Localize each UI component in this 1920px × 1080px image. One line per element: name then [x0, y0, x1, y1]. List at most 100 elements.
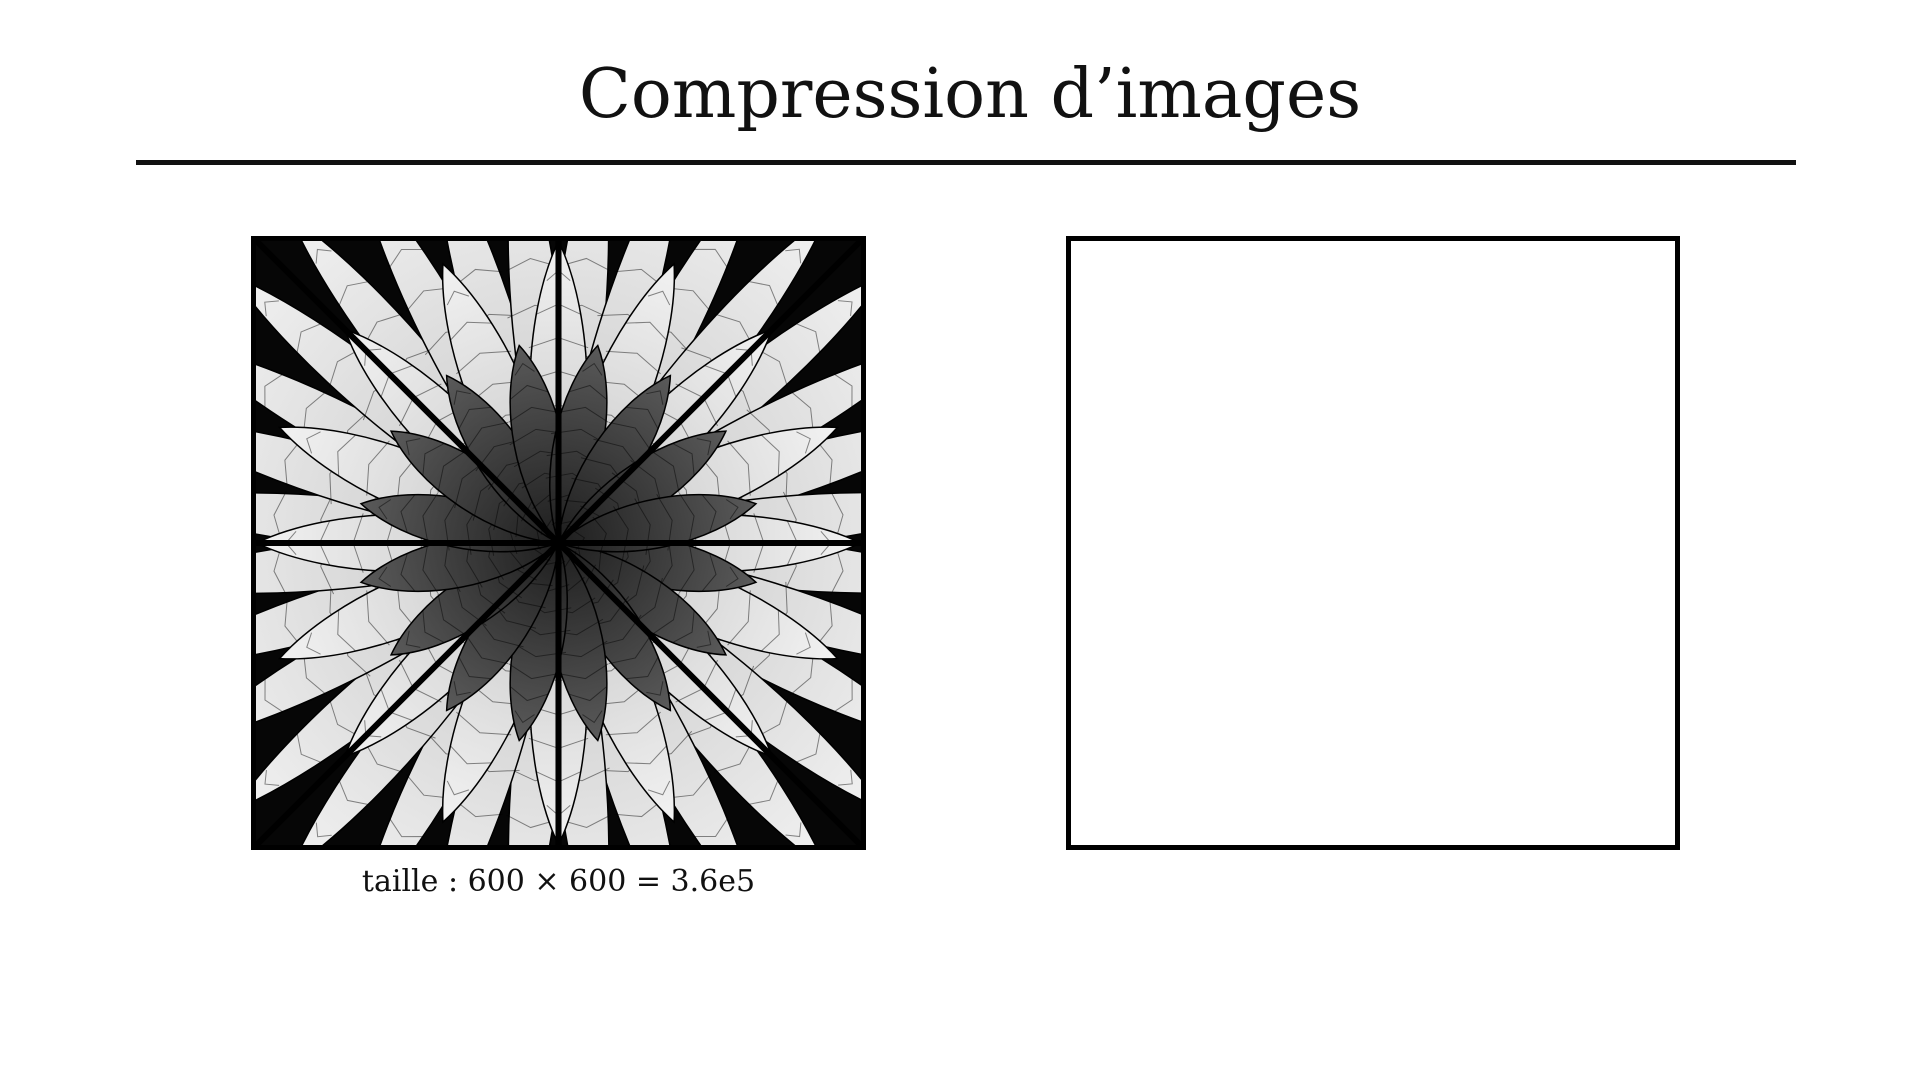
leaf-vein: [558, 406, 609, 423]
leaf-vein: [761, 610, 780, 652]
leaf-vein: [795, 323, 821, 353]
leaf-vein: [789, 650, 815, 696]
leaf-vein: [338, 281, 369, 306]
leaf-vein: [446, 780, 470, 796]
leaf-vein: [789, 390, 815, 436]
leaf-vein: [264, 300, 279, 317]
leaf-vein: [694, 248, 728, 268]
leaf-vein: [650, 450, 680, 493]
leaf-vein: [696, 438, 712, 456]
leaf-vein: [456, 711, 512, 736]
leaf-vein: [422, 543, 439, 593]
leaf-vein: [582, 710, 603, 724]
leaf-vein: [422, 443, 444, 475]
leaf-vein: [558, 663, 609, 680]
leaf-vein: [264, 678, 283, 713]
leaf-vein: [405, 630, 421, 648]
leaf-vein: [725, 566, 739, 587]
leaf-vein: [694, 818, 728, 838]
leaf-vein: [405, 438, 421, 456]
leaf-vein: [608, 421, 652, 451]
leaf-vein: [650, 593, 680, 636]
leaf-vein: [830, 490, 844, 542]
leaf-vein: [450, 321, 492, 341]
leaf-vein: [389, 248, 423, 268]
leaf-vein: [696, 630, 712, 648]
leaf-vein: [465, 421, 509, 451]
leaf-vein: [569, 384, 607, 400]
leaf-vein: [506, 257, 557, 272]
leaf-vein: [264, 769, 280, 786]
leaf-vein: [514, 710, 535, 724]
leaf-vein: [748, 281, 779, 306]
leaf-vein: [328, 698, 362, 738]
leaf-vein: [306, 431, 321, 454]
leaf-vein: [284, 599, 303, 648]
leaf-vein: [796, 733, 821, 763]
leaf-vein: [337, 610, 356, 652]
fractal-picture: [256, 241, 861, 845]
leaf-vein: [363, 740, 404, 773]
leaf-vein: [456, 350, 512, 375]
leaf-vein: [422, 611, 444, 643]
leaf-vein: [306, 632, 321, 655]
leaf-vein: [273, 544, 287, 596]
leaf-vein: [458, 406, 491, 429]
spoke-line: [556, 540, 861, 845]
leaf-vein: [666, 287, 712, 312]
inner-leaf: [556, 493, 758, 553]
leaf-vein: [613, 506, 629, 556]
leaf-vein: [725, 499, 739, 520]
leaf-vein: [458, 657, 491, 680]
leaf-vein: [302, 390, 328, 436]
leaf-vein: [453, 268, 503, 287]
leaf-vein: [713, 313, 754, 346]
leaf-vein: [605, 711, 661, 736]
leaf-vein: [400, 494, 415, 533]
leaf-vein: [702, 494, 717, 533]
leaf-vein: [569, 686, 607, 702]
leaf-vein: [727, 590, 751, 646]
original-fractal-image: [251, 236, 866, 850]
leaf-vein: [838, 769, 853, 786]
leaf-vein: [366, 590, 390, 646]
leaf-vein: [830, 544, 844, 596]
spoke-line: [256, 540, 561, 845]
leaf-vein: [678, 543, 695, 593]
leaf-vein: [702, 553, 717, 592]
slide-title: Compression d’images: [578, 55, 1362, 134]
leaf-vein: [366, 440, 390, 496]
leaf-vein: [454, 799, 503, 818]
leaf-vein: [446, 290, 470, 306]
leaf-vein: [796, 431, 811, 454]
leaf-vein: [437, 450, 467, 493]
leaf-vein: [296, 733, 322, 763]
image-size-caption: taille : 600 × 600 = 3.6e5: [361, 864, 756, 899]
leaf-vein: [673, 611, 695, 643]
leaf-vein: [834, 373, 853, 408]
leaf-vein: [363, 313, 404, 347]
leaf-vein: [514, 362, 535, 376]
leaf-vein: [755, 698, 789, 738]
leaf-vein: [378, 566, 392, 587]
leaf-vein: [437, 593, 467, 636]
leaf-vein: [453, 390, 471, 405]
leaf-vein: [508, 663, 559, 680]
leaf-vein: [647, 780, 671, 796]
leaf-vein: [378, 499, 392, 520]
leaf-vein: [678, 493, 695, 543]
leaf-vein: [405, 774, 451, 799]
leaf-vein: [302, 650, 328, 696]
leaf-vein: [510, 384, 548, 400]
leaf-vein: [465, 635, 509, 665]
leaf-vein: [273, 490, 287, 542]
leaf-vein: [796, 632, 811, 655]
leaf-vein: [284, 438, 303, 488]
leaf-vein: [785, 248, 802, 264]
leaf-vein: [400, 553, 415, 592]
leaf-vein: [605, 350, 661, 375]
leaf-vein: [510, 686, 548, 702]
leaf-vein: [785, 822, 802, 838]
leaf-vein: [646, 681, 664, 696]
leaf-vein: [592, 516, 607, 554]
